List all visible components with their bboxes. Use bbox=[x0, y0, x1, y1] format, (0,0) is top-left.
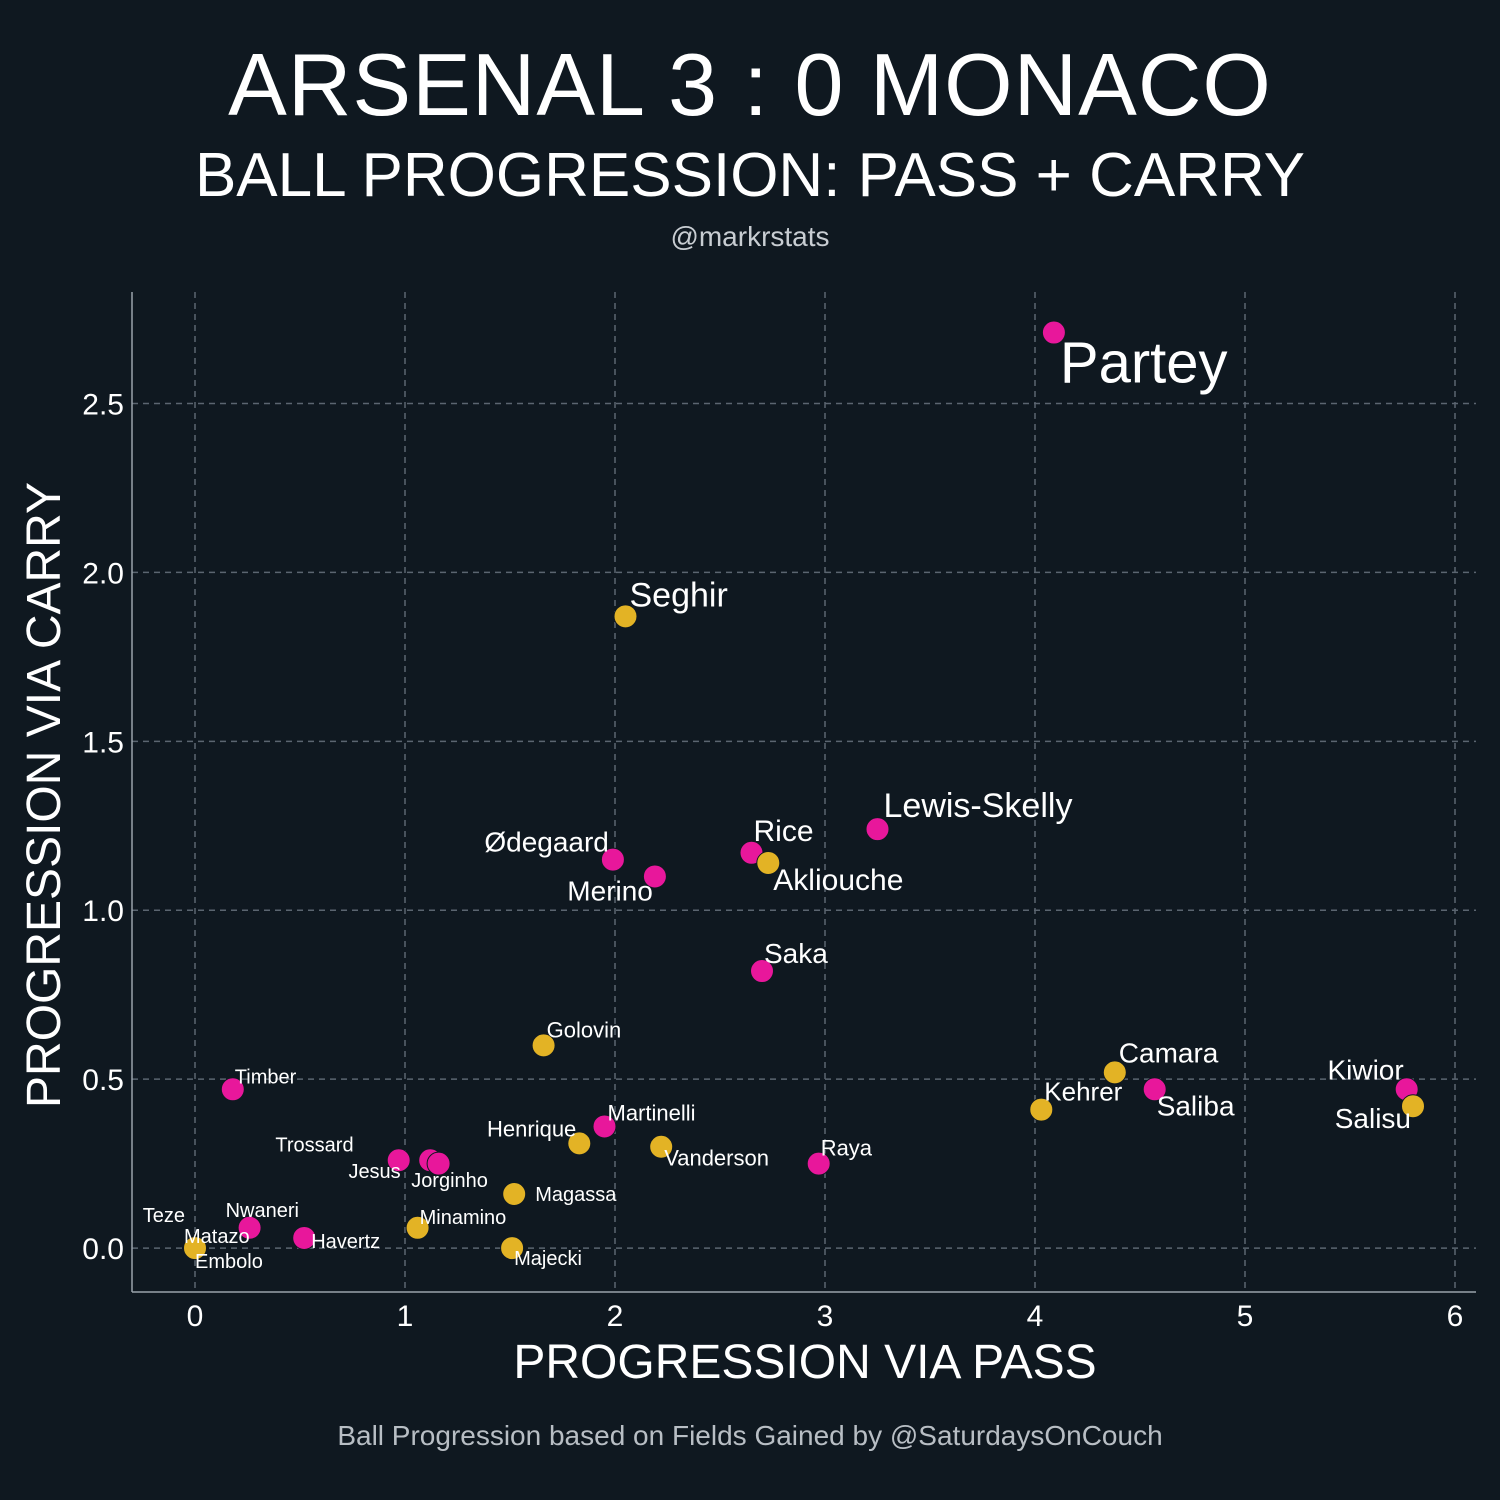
monaco-player-label: Majecki bbox=[514, 1248, 582, 1270]
x-tick-label: 3 bbox=[817, 1300, 834, 1333]
x-axis-title: PROGRESSION VIA PASS bbox=[513, 1336, 1096, 1389]
arsenal-point bbox=[600, 847, 625, 872]
monaco-point bbox=[405, 1215, 430, 1240]
author-handle: @markrstats bbox=[670, 221, 830, 252]
monaco-point bbox=[1102, 1060, 1127, 1085]
arsenal-point bbox=[642, 864, 667, 889]
axes bbox=[131, 292, 1476, 1293]
x-tick-label: 0 bbox=[187, 1300, 204, 1333]
monaco-player-label: Seghir bbox=[630, 576, 728, 614]
monaco-point bbox=[756, 850, 781, 875]
monaco-player-label: Minamino bbox=[420, 1207, 507, 1229]
y-axis-title: PROGRESSION VIA CARRY bbox=[18, 482, 71, 1108]
arsenal-player-label: Saka bbox=[764, 938, 828, 969]
arsenal-player-label: Kiwior bbox=[1327, 1054, 1403, 1085]
monaco-player-label: Kehrer bbox=[1044, 1077, 1122, 1107]
chart-subtitle: BALL PROGRESSION: PASS + CARRY bbox=[194, 141, 1306, 210]
y-tick-label: 2.5 bbox=[82, 388, 124, 421]
monaco-point bbox=[502, 1182, 527, 1207]
arsenal-player-label: Havertz bbox=[311, 1231, 380, 1253]
monaco-point bbox=[613, 604, 638, 629]
arsenal-player-label: Rice bbox=[754, 815, 814, 848]
monaco-point bbox=[531, 1033, 556, 1058]
arsenal-player-label: Martinelli bbox=[608, 1100, 696, 1125]
arsenal-player-label: Nwaneri bbox=[226, 1200, 299, 1222]
arsenal-point bbox=[592, 1114, 617, 1139]
chart-title: ARSENAL 3 : 0 MONACO bbox=[228, 35, 1272, 134]
arsenal-point bbox=[237, 1215, 262, 1240]
arsenal-point bbox=[292, 1225, 317, 1250]
monaco-player-label: Henrique bbox=[487, 1116, 576, 1141]
monaco-point bbox=[649, 1134, 674, 1159]
arsenal-point bbox=[806, 1151, 831, 1176]
y-tick-label: 1.0 bbox=[82, 895, 124, 928]
y-tick-label: 2.0 bbox=[82, 557, 124, 590]
monaco-player-label: Teze bbox=[143, 1205, 185, 1227]
arsenal-player-label: Timber bbox=[235, 1066, 297, 1088]
y-tick-label: 0.0 bbox=[82, 1233, 124, 1266]
monaco-player-label: Vanderson bbox=[664, 1146, 769, 1171]
monaco-point bbox=[1029, 1097, 1054, 1122]
monaco-player-label: Akliouche bbox=[773, 864, 903, 897]
arsenal-point bbox=[1041, 320, 1066, 345]
monaco-point bbox=[500, 1236, 525, 1261]
x-tick-label: 4 bbox=[1027, 1300, 1044, 1333]
arsenal-point bbox=[865, 817, 890, 842]
arsenal-player-label: Jorginho bbox=[411, 1170, 488, 1192]
monaco-player-label: Magassa bbox=[535, 1184, 617, 1206]
arsenal-point bbox=[386, 1148, 411, 1173]
arsenal-player-label: Saliba bbox=[1157, 1090, 1235, 1121]
monaco-point bbox=[567, 1131, 592, 1156]
footer-note: Ball Progression based on Fields Gained … bbox=[337, 1420, 1163, 1451]
point-labels: Partey Lewis-Skelly Rice Ødegaard Merino Saka… bbox=[143, 331, 1411, 1274]
grid bbox=[132, 292, 1476, 1292]
monaco-player-label: Camara bbox=[1119, 1037, 1219, 1068]
arsenal-player-label: Partey bbox=[1060, 331, 1228, 396]
arsenal-point bbox=[220, 1077, 245, 1102]
arsenal-player-label: Raya bbox=[821, 1136, 873, 1161]
arsenal-point bbox=[750, 959, 774, 984]
arsenal-player-label: Lewis-Skelly bbox=[884, 787, 1073, 825]
arsenal-point bbox=[426, 1151, 451, 1176]
arsenal-player-label: Trossard bbox=[275, 1135, 353, 1157]
x-tick-label: 1 bbox=[397, 1300, 414, 1333]
x-tick-label: 6 bbox=[1447, 1300, 1464, 1333]
tick-labels: 0 1 2 3 4 5 6 0.0 0.5 1.0 1.5 2.0 2.5 bbox=[82, 388, 1463, 1333]
y-tick-label: 0.5 bbox=[82, 1064, 124, 1097]
arsenal-point bbox=[1142, 1077, 1167, 1102]
arsenal-player-label: Jesus bbox=[348, 1161, 400, 1183]
monaco-point bbox=[1401, 1094, 1425, 1119]
monaco-player-label: Golovin bbox=[547, 1017, 622, 1042]
arsenal-player-label: Ødegaard bbox=[484, 827, 609, 858]
monaco-player-label: Salisu bbox=[1335, 1103, 1411, 1134]
monaco-point bbox=[183, 1236, 207, 1261]
arsenal-player-label: Merino bbox=[567, 875, 653, 906]
monaco-player-label: Matazo bbox=[184, 1226, 250, 1248]
data-points bbox=[183, 320, 1425, 1261]
monaco-player-label: Embolo bbox=[195, 1251, 263, 1273]
x-tick-label: 5 bbox=[1237, 1300, 1254, 1333]
y-tick-label: 1.5 bbox=[82, 726, 124, 759]
x-tick-label: 2 bbox=[607, 1300, 624, 1333]
